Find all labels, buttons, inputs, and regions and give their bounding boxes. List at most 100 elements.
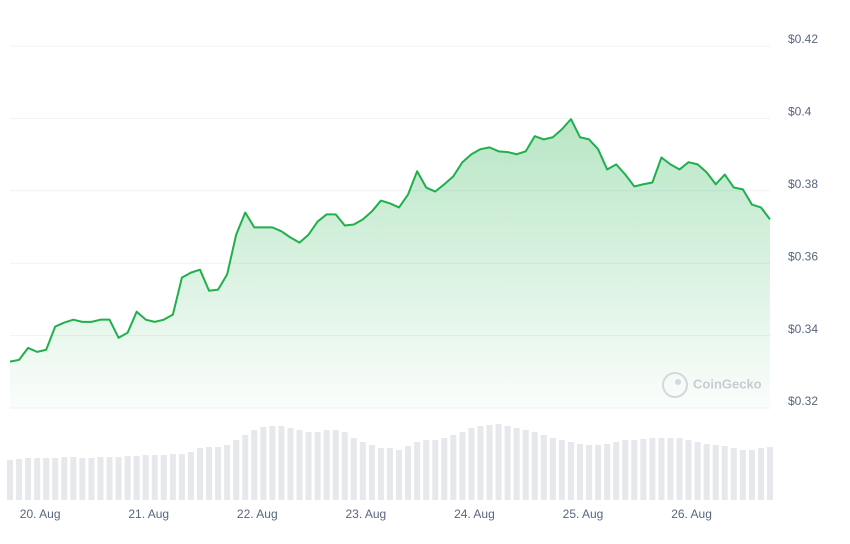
volume-bar	[486, 425, 493, 500]
volume-bar	[224, 445, 231, 500]
volume-bar	[70, 457, 77, 500]
volume-bar	[296, 430, 303, 500]
volume-bar	[25, 458, 32, 500]
volume-bar	[649, 438, 656, 500]
volume-bar	[269, 426, 276, 500]
volume-bar	[368, 445, 375, 500]
volume-bar	[721, 446, 728, 500]
volume-bar	[79, 458, 86, 500]
volume-bar	[730, 448, 737, 500]
y-tick-label: $0.4	[788, 105, 812, 119]
volume-bar	[586, 445, 593, 500]
volume-bar	[477, 426, 484, 500]
volume-bar	[631, 440, 638, 500]
volume-bar	[613, 442, 620, 500]
volume-bar	[169, 454, 176, 500]
volume-bar	[558, 440, 565, 500]
watermark-logo	[662, 372, 688, 398]
volume-bar	[278, 426, 285, 500]
y-tick-label: $0.42	[788, 32, 818, 46]
y-tick-label: $0.34	[788, 322, 818, 336]
volume-bar	[739, 450, 746, 500]
watermark: CoinGecko	[693, 376, 762, 391]
volume-bar	[151, 455, 158, 500]
volume-bar	[414, 442, 421, 500]
volume-bar	[540, 435, 547, 500]
volume-bar	[133, 456, 140, 500]
volume-bar	[323, 430, 330, 500]
x-tick-label: 20. Aug	[20, 507, 61, 521]
volume-bar	[396, 450, 403, 500]
volume-bar	[187, 452, 194, 500]
volume-bar	[567, 442, 574, 500]
volume-bar	[61, 457, 68, 500]
x-tick-label: 21. Aug	[128, 507, 169, 521]
volume-bar	[757, 448, 764, 500]
y-tick-label: $0.32	[788, 394, 818, 408]
volume-bar	[676, 438, 683, 500]
volume-bar	[115, 457, 122, 500]
volume-bar	[658, 438, 665, 500]
volume-bar	[531, 432, 538, 500]
volume-bar	[459, 432, 466, 500]
volume-bar	[251, 430, 258, 500]
volume-bar	[260, 427, 267, 500]
volume-bar	[748, 450, 755, 500]
volume-bar	[622, 440, 629, 500]
volume-bar	[7, 460, 13, 500]
volume-bar	[685, 440, 692, 500]
volume-bar	[178, 454, 185, 500]
volume-bar	[504, 426, 511, 500]
volume-bar	[387, 448, 393, 500]
volume-bar	[513, 428, 520, 500]
volume-bar	[43, 458, 50, 500]
volume-bar	[124, 456, 131, 500]
volume-bar	[441, 438, 448, 500]
volume-bar	[88, 458, 95, 500]
volume-bar	[405, 446, 412, 500]
y-tick-label: $0.38	[788, 177, 818, 191]
volume-bar	[52, 458, 59, 500]
volume-bar	[305, 432, 312, 500]
x-tick-label: 22. Aug	[237, 507, 278, 521]
x-tick-label: 24. Aug	[454, 507, 495, 521]
volume-bar	[640, 439, 647, 500]
volume-bar	[667, 438, 674, 500]
price-area	[10, 119, 770, 409]
x-tick-label: 26. Aug	[671, 507, 712, 521]
volume-bar	[377, 448, 384, 500]
volume-bar	[233, 440, 240, 500]
volume-bar	[767, 447, 773, 500]
volume-bar	[423, 440, 430, 500]
volume-bar	[97, 457, 104, 500]
volume-bar	[703, 444, 710, 500]
volume-bar	[332, 430, 339, 500]
price-line	[9, 118, 771, 363]
volume-bar	[314, 432, 321, 500]
volume-bar	[604, 444, 611, 500]
volume-bar	[160, 455, 167, 500]
volume-bar	[287, 428, 294, 500]
y-tick-label: $0.36	[788, 249, 818, 263]
volume-bar	[712, 445, 719, 500]
volume-bar	[522, 430, 529, 500]
volume-bar	[197, 448, 203, 500]
volume-bar	[242, 435, 249, 500]
x-tick-label: 23. Aug	[345, 507, 386, 521]
volume-bar	[341, 432, 348, 500]
volume-bar	[215, 447, 222, 500]
volume-bar	[495, 424, 502, 500]
volume-bar	[577, 444, 583, 500]
volume-bar	[694, 442, 701, 500]
volume-bar	[359, 442, 366, 500]
volume-bar	[450, 435, 457, 500]
volume-bar	[142, 455, 149, 500]
volume-bar	[34, 458, 41, 500]
volume-bar	[106, 457, 113, 500]
x-tick-label: 25. Aug	[563, 507, 604, 521]
volume-bar	[468, 428, 475, 500]
volume-bar	[432, 440, 439, 500]
volume-bar	[549, 438, 556, 500]
